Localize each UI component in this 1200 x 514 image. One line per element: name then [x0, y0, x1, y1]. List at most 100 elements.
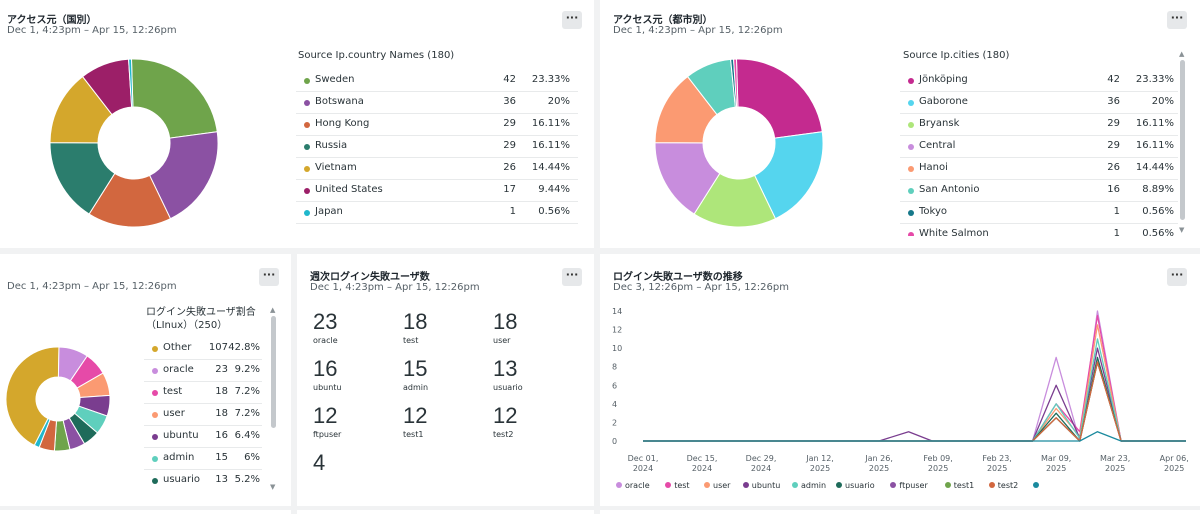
- linux-legend-dot: [152, 368, 158, 374]
- weekly-item: 4: [313, 451, 325, 477]
- country-row[interactable]: Vietnam 26 14.44%: [296, 158, 578, 180]
- city-legend-dot: [908, 78, 914, 84]
- city-row-count: 29: [1107, 140, 1120, 151]
- linux-row[interactable]: admin 15 6%: [144, 448, 262, 470]
- linux-scroll-up-icon[interactable]: ▲: [270, 306, 276, 314]
- trend-legend-item[interactable]: oracle: [616, 481, 650, 490]
- city-row[interactable]: Gaborone 36 20%: [900, 92, 1178, 114]
- linux-row-count: 18: [215, 408, 228, 419]
- country-row[interactable]: Hong Kong 29 16.11%: [296, 114, 578, 136]
- city-row[interactable]: Jönköping 42 23.33%: [900, 70, 1178, 92]
- city-row-pct: 0.56%: [1142, 228, 1174, 236]
- trend-x-tick: Jan 26, 2025: [864, 454, 893, 473]
- city-row[interactable]: San Antonio 16 8.89%: [900, 180, 1178, 202]
- linux-table: Other 107 42.8% oracle 23 9.2% test 18 7.2% user 1…: [144, 338, 262, 490]
- city-card-subtitle: Dec 1, 4:23pm – Apr 15, 12:26pm: [613, 25, 783, 36]
- trend-legend-label: usuario: [845, 481, 875, 490]
- country-row[interactable]: Botswana 36 20%: [296, 92, 578, 114]
- trend-legend-item[interactable]: test2: [988, 481, 1018, 490]
- linux-row[interactable]: Other 107 42.8%: [144, 338, 262, 360]
- city-row[interactable]: Central 29 16.11%: [900, 136, 1178, 158]
- trend-legend-item[interactable]: usuario: [836, 481, 875, 490]
- trend-legend-item[interactable]: ubuntu: [742, 481, 780, 490]
- linux-row[interactable]: user 18 7.2%: [144, 404, 262, 426]
- city-scrollbar[interactable]: [1180, 60, 1185, 220]
- country-row-name: Japan: [315, 206, 343, 217]
- country-row-count: 1: [509, 206, 516, 217]
- weekly-item: 23 oracle: [313, 310, 338, 346]
- linux-row-name: test: [163, 386, 183, 397]
- linux-slice-0[interactable]: [5, 346, 60, 447]
- weekly-item-value: 16: [313, 356, 338, 381]
- linux-row-count: 15: [215, 452, 228, 463]
- trend-x-tick: Dec 29, 2024: [746, 454, 777, 473]
- weekly-card-menu-button[interactable]: ···: [562, 268, 582, 286]
- country-row-name: Sweden: [315, 74, 355, 85]
- city-scroll-down-icon[interactable]: ▼: [1179, 226, 1185, 234]
- country-row[interactable]: Russia 29 16.11%: [296, 136, 578, 158]
- weekly-item-value: 18: [403, 309, 428, 334]
- linux-legend-dot: [152, 434, 158, 440]
- country-row-count: 17: [503, 184, 516, 195]
- linux-row[interactable]: ubuntu 16 6.4%: [144, 426, 262, 448]
- trend-legend-item[interactable]: [1032, 481, 1042, 490]
- country-row-pct: 0.56%: [538, 206, 570, 217]
- country-legend-dot: [304, 166, 310, 172]
- linux-row-pct: 5.2%: [234, 474, 260, 485]
- trend-series-unnamed[interactable]: [643, 431, 1186, 442]
- linux-row-count: 16: [215, 430, 228, 441]
- linux-row-name: admin: [163, 452, 195, 463]
- linux-slice-10[interactable]: [33, 417, 51, 449]
- linux-donut-chart: [5, 346, 111, 452]
- trend-legend-item[interactable]: test1: [944, 481, 974, 490]
- country-row-name: Botswana: [315, 96, 364, 107]
- linux-scrollbar[interactable]: [271, 316, 276, 428]
- trend-legend-item[interactable]: ftpuser: [890, 481, 928, 490]
- country-row[interactable]: Sweden 42 23.33%: [296, 70, 578, 92]
- city-legend-dot: [908, 232, 914, 236]
- trend-legend-item[interactable]: admin: [792, 481, 826, 490]
- city-row[interactable]: Hanoi 26 14.44%: [900, 158, 1178, 180]
- city-row[interactable]: Tokyo 1 0.56%: [900, 202, 1178, 224]
- linux-legend-dot: [152, 390, 158, 396]
- city-slice-0[interactable]: [735, 58, 823, 139]
- city-row[interactable]: White Salmon 1 0.56%: [900, 224, 1178, 236]
- trend-card: ログイン失敗ユーザ数の推移 Dec 3, 12:26pm – Apr 15, 1…: [600, 254, 1200, 506]
- trend-card-menu-button[interactable]: ···: [1167, 268, 1187, 286]
- linux-row-name: user: [163, 408, 185, 419]
- city-scroll-up-icon[interactable]: ▲: [1179, 50, 1185, 58]
- linux-card-menu-button[interactable]: ···: [259, 268, 279, 286]
- country-row-pct: 16.11%: [531, 118, 570, 129]
- linux-scroll-down-icon[interactable]: ▼: [270, 483, 276, 491]
- linux-card: Dec 1, 4:23pm – Apr 15, 12:26pm ··· ログイン…: [0, 254, 291, 506]
- city-row-pct: 8.89%: [1142, 184, 1174, 195]
- linux-row-pct: 42.8%: [228, 342, 260, 353]
- linux-row-pct: 9.2%: [234, 364, 260, 375]
- city-row-pct: 23.33%: [1135, 74, 1174, 85]
- trend-legend-item[interactable]: user: [704, 481, 730, 490]
- linux-table-header: ログイン失敗ユーザ割合 （LInux）（250）: [146, 306, 256, 332]
- trend-x-tick: Mar 09, 2025: [1041, 454, 1071, 473]
- city-row-name: San Antonio: [919, 184, 980, 195]
- city-card-menu-button[interactable]: ···: [1167, 11, 1187, 29]
- linux-row[interactable]: test 18 7.2%: [144, 382, 262, 404]
- country-slice-0[interactable]: [130, 58, 218, 139]
- country-row[interactable]: United States 17 9.44%: [296, 180, 578, 202]
- weekly-item: 12 test2: [493, 404, 517, 440]
- country-row[interactable]: Japan 1 0.56%: [296, 202, 578, 224]
- weekly-item-value: 18: [493, 309, 518, 334]
- trend-series-ubuntu[interactable]: [643, 347, 1186, 442]
- trend-legend-item[interactable]: test: [665, 481, 690, 490]
- country-row-count: 29: [503, 140, 516, 151]
- linux-row[interactable]: oracle 23 9.2%: [144, 360, 262, 382]
- country-card-menu-button[interactable]: ···: [562, 11, 582, 29]
- country-slice-6[interactable]: [128, 58, 134, 108]
- city-row-pct: 20%: [1151, 96, 1174, 107]
- city-row-pct: 0.56%: [1142, 206, 1174, 217]
- linux-row-count: 13: [215, 474, 228, 485]
- linux-row[interactable]: usuario 13 5.2%: [144, 470, 262, 490]
- city-slice-7[interactable]: [733, 58, 739, 108]
- city-legend-dot: [908, 100, 914, 106]
- city-row[interactable]: Bryansk 29 16.11%: [900, 114, 1178, 136]
- trend-x-tick: Dec 15, 2024: [687, 454, 718, 473]
